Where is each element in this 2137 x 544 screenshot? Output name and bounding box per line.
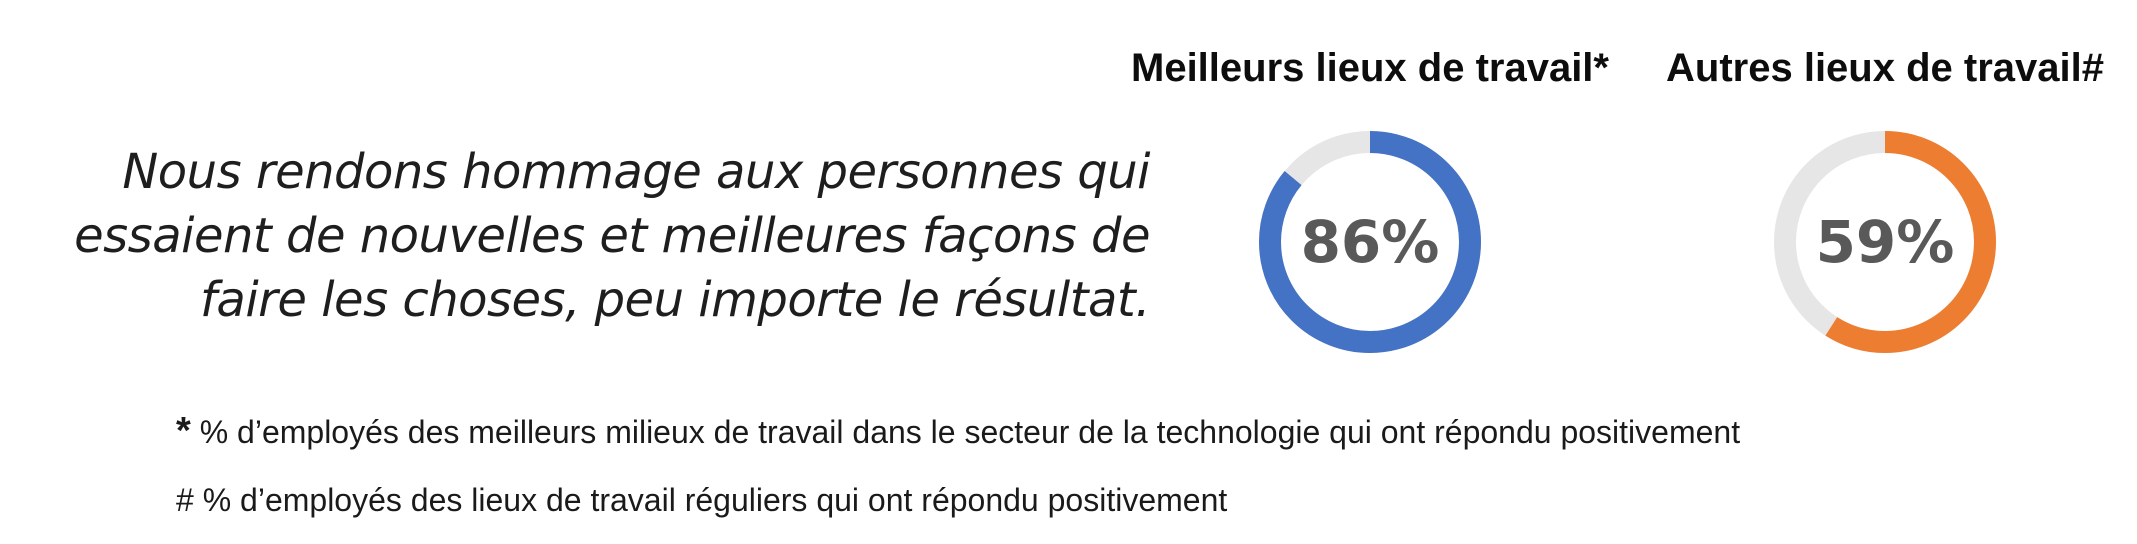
statement-line: Nous rendons hommage aux personnes qui [122, 144, 1150, 200]
tribute-statement: Nous rendons hommage aux personnes qui e… [40, 140, 1150, 332]
donut-svg-other: 59% [1774, 131, 1996, 353]
footnote-best: * % d’employés des meilleurs milieux de … [176, 410, 1740, 453]
donut-value-label: 59% [1816, 208, 1955, 276]
donut-value-slice [1259, 131, 1481, 353]
donut-title-best: Meilleurs lieux de travail* [1131, 46, 1609, 90]
footnote-text: % d’employés des meilleurs milieux de tr… [199, 414, 1741, 450]
donut-svg-best: 86% [1259, 131, 1481, 353]
donut-value-label: 86% [1301, 208, 1440, 276]
statement-line: faire les choses, peu importe le résulta… [200, 272, 1150, 328]
footnote-text: % d’employés des lieux de travail réguli… [202, 482, 1228, 518]
donut-value-slice [1774, 131, 1996, 353]
footnote-mark-hash: # [176, 482, 194, 518]
footnote-mark-asterisk: * [176, 410, 191, 452]
footnote-other: # % d’employés des lieux de travail régu… [176, 482, 1227, 519]
statement-line: essaient de nouvelles et meilleures faço… [74, 208, 1150, 264]
donut-title-other: Autres lieux de travail# [1666, 46, 2104, 90]
